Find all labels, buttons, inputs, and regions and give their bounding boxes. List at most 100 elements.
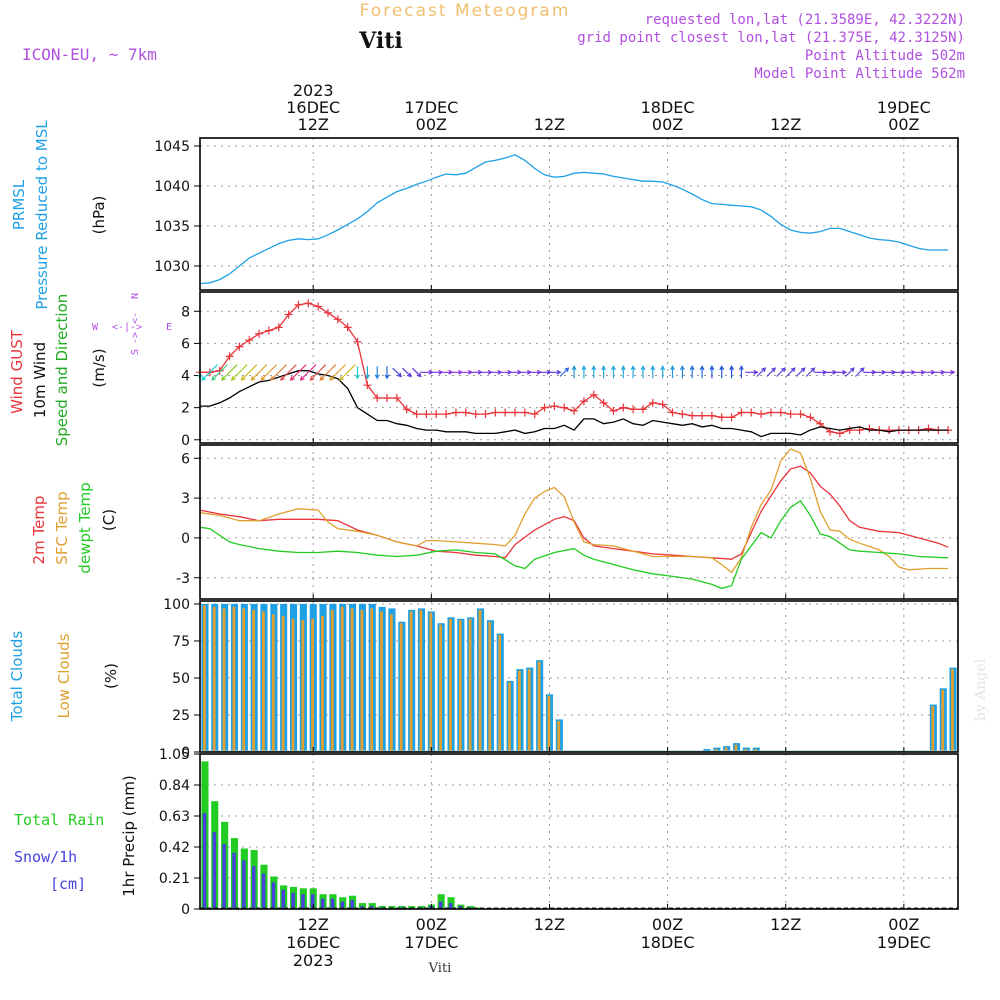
wind-direction-arrow [610, 365, 616, 379]
low-clouds-bar [518, 670, 521, 752]
bottom-time-label: 12Z [534, 915, 565, 934]
low-clouds-bar [508, 682, 511, 752]
snow-1h-bar [350, 900, 354, 909]
clouds-ytick-label: 50 [172, 671, 190, 687]
low-clouds-bar [390, 614, 393, 752]
wind-direction-arrow [689, 365, 695, 379]
wind-direction-arrow [392, 367, 402, 378]
low-clouds-bar [242, 608, 246, 752]
low-clouds-bar [340, 606, 344, 752]
model-label: ICON-EU, ~ 7km [22, 45, 157, 64]
wind-direction-arrow [670, 365, 675, 379]
gust-marker [766, 408, 775, 417]
gust-marker [481, 410, 490, 419]
low-clouds-bar [734, 744, 738, 752]
precip-ytick-label: 0.84 [159, 778, 190, 794]
pressure-ytick-label: 1030 [154, 259, 190, 275]
total-rain-label: Total Rain [14, 811, 104, 829]
cloud-labels: Total Clouds Low Clouds (%) [8, 631, 120, 723]
clouds-ytick-label: 75 [172, 634, 190, 650]
pressure-frame [199, 137, 959, 291]
gust-marker [323, 308, 332, 317]
credit-watermark: by Angel [973, 658, 989, 721]
wind-direction-arrow [766, 367, 777, 377]
wind-direction-arrow [601, 365, 607, 379]
low-clouds-bar [498, 635, 502, 752]
wind-frame [199, 291, 959, 444]
wind-direction-arrow [230, 364, 248, 381]
wind-label: 10m Wind [31, 342, 49, 418]
gust-marker [471, 410, 480, 419]
low-clouds-bar [222, 608, 226, 752]
snow-1h-bar [252, 866, 256, 909]
low-clouds-bar [449, 618, 452, 752]
snow-1h-bar [448, 903, 453, 909]
snow-1h-bar [242, 860, 246, 909]
wind-direction-arrow [581, 365, 587, 379]
gust-marker [638, 405, 647, 414]
wind-direction-arrow [699, 365, 705, 379]
gust-marker [806, 413, 815, 422]
gust-marker [609, 406, 618, 415]
gust-marker [924, 424, 933, 433]
gust-marker [235, 342, 244, 351]
low-clouds-bar [488, 621, 492, 752]
low-clouds-bar [311, 618, 314, 752]
temp-unit-label: (C) [100, 509, 118, 531]
snow-1h-bar [212, 832, 217, 909]
requested-coords: requested lon,lat (21.3589E, 42.3222N) [645, 12, 965, 28]
temperature-labels: 2m Temp SFC Temp dewpt Temp (C) [30, 482, 118, 573]
snow-1h-bar [222, 844, 226, 909]
low-clouds-bar [537, 661, 541, 752]
gust-marker [412, 410, 421, 419]
wind-direction-arrow [805, 367, 816, 377]
wind-direction-arrow [942, 369, 956, 375]
wind-direction-arrow [364, 366, 370, 380]
gust-marker [629, 405, 638, 414]
bottom-time-label: 12Z [298, 915, 329, 934]
low-clouds-bar [951, 669, 954, 752]
wind-direction-arrow [548, 369, 562, 375]
gust-marker [747, 408, 756, 417]
pressure-msl-label: Pressure Reduced to MSL [33, 120, 51, 310]
compass-north: N [130, 293, 141, 299]
snow-1h-bar [320, 898, 325, 909]
low-clouds-bar [291, 618, 295, 752]
wind-direction-arrow [270, 364, 287, 381]
low-clouds-label: Low Clouds [55, 633, 73, 718]
pressure-ytick-label: 1035 [154, 219, 190, 235]
temperature-ytick-label: 0 [181, 531, 190, 547]
wind-direction-arrow [384, 366, 390, 380]
gust-marker [314, 302, 323, 311]
low-clouds-bar [439, 624, 442, 752]
precip-ytick-label: 0.42 [159, 840, 190, 856]
bottom-time-label: 16DEC [286, 933, 340, 952]
wind-ytick-label: 2 [181, 401, 190, 417]
wind-direction-arrow [719, 365, 725, 379]
gust-marker [845, 426, 854, 435]
wind-direction-arrow [591, 365, 597, 379]
wind-direction-arrow [319, 364, 337, 381]
gust-marker [491, 408, 500, 417]
gust-marker [648, 398, 657, 407]
precip-unit-label: 1hr Precip (mm) [120, 775, 138, 896]
low-clouds-bar [409, 611, 413, 752]
low-clouds-bar [380, 611, 383, 752]
wind-ytick-label: 4 [181, 369, 190, 385]
snow-1h-bar [301, 894, 305, 909]
compass-south: S [130, 349, 141, 355]
gust-marker [668, 408, 677, 417]
wind-direction-arrow [795, 367, 806, 377]
top-time-label: 12Z [770, 115, 801, 134]
compass-east: E [166, 322, 172, 333]
total-clouds-label: Total Clouds [8, 631, 26, 723]
temperature-ytick-label: 6 [181, 451, 190, 467]
clouds-ytick-label: 100 [163, 597, 190, 613]
precip-panel: 0 0.21 0.42 0.63 0.84 1.05 [159, 747, 959, 918]
bottom-time-label: 17DEC [404, 933, 458, 952]
gust-marker [442, 410, 451, 419]
bottom-time-label: 12Z [770, 915, 801, 934]
wind-direction-arrow [650, 365, 656, 379]
